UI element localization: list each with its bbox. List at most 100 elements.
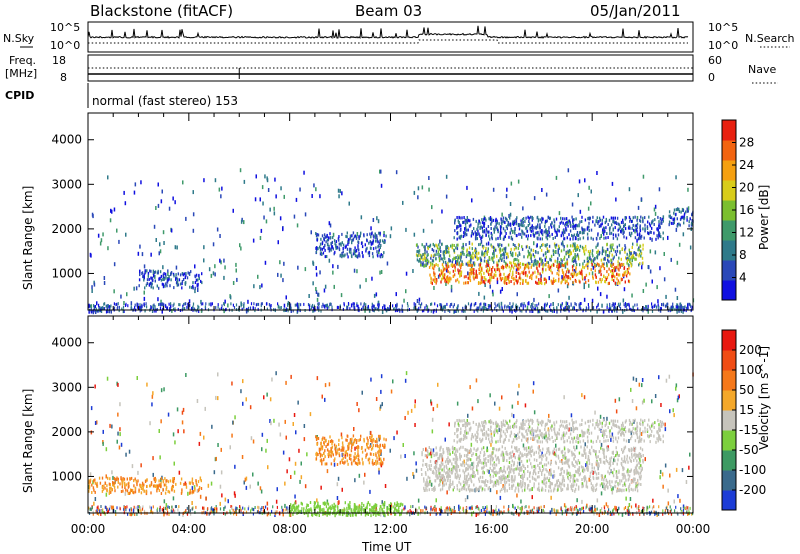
echo-pixel	[491, 258, 494, 262]
echo-pixel	[357, 246, 359, 250]
scatter-point	[261, 447, 263, 452]
echo-pixel	[541, 229, 543, 233]
echo-pixel	[476, 273, 478, 277]
scatter-point	[616, 451, 618, 456]
echo-pixel	[424, 471, 427, 475]
echo-pixel	[434, 276, 436, 279]
echo-pixel	[588, 253, 591, 257]
echo-pixel	[549, 265, 552, 269]
echo-pixel	[612, 243, 614, 247]
echo-pixel	[369, 246, 372, 250]
echo-pixel	[627, 263, 630, 267]
echo-pixel	[545, 228, 547, 232]
echo-pixel	[151, 276, 154, 280]
echo-pixel	[557, 279, 560, 283]
scatter-point	[467, 413, 469, 418]
near-range-point	[636, 506, 638, 510]
near-range-point	[532, 302, 534, 306]
near-range-point	[422, 509, 424, 513]
echo-pixel	[515, 275, 517, 279]
near-range-point	[297, 507, 299, 511]
near-range-point	[421, 302, 423, 306]
scatter-point	[478, 488, 480, 493]
near-range-point	[530, 509, 532, 513]
near-range-point	[387, 512, 389, 516]
near-range-point	[197, 307, 199, 311]
echo-pixel	[563, 248, 565, 252]
echo-pixel	[482, 230, 484, 234]
echo-pixel	[545, 231, 547, 235]
echo-pixel	[579, 271, 582, 275]
scatter-point	[262, 201, 264, 206]
echo-pixel	[636, 222, 639, 226]
scatter-point	[90, 304, 93, 309]
echo-pixel	[556, 231, 558, 235]
echo-pixel	[500, 475, 502, 479]
scatter-point	[380, 270, 383, 274]
echo-pixel	[535, 226, 538, 230]
near-range-point	[336, 306, 338, 310]
echo-pixel	[603, 236, 605, 240]
scatter-point	[249, 405, 252, 410]
near-range-point	[494, 302, 496, 306]
echo-pixel	[573, 224, 575, 228]
near-range-point	[672, 305, 674, 309]
near-range-point	[294, 303, 296, 307]
echo-pixel	[558, 246, 560, 250]
echo-pixel	[538, 280, 540, 284]
echo-pixel	[422, 253, 424, 256]
scatter-point	[642, 508, 645, 513]
echo-pixel	[449, 271, 451, 275]
scatter-point	[393, 436, 395, 441]
near-range-point	[162, 302, 164, 306]
near-range-point	[452, 305, 454, 309]
scatter-point	[621, 512, 624, 517]
echo-pixel	[459, 264, 461, 268]
near-range-point	[250, 302, 253, 306]
echo-pixel	[440, 257, 442, 261]
scatter-point	[596, 498, 599, 503]
echo-pixel	[435, 281, 437, 285]
echo-pixel	[560, 258, 562, 261]
echo-pixel	[459, 216, 461, 220]
echo-pixel	[577, 255, 580, 259]
scatter-point	[628, 231, 631, 236]
scatter-point	[390, 226, 393, 231]
scatter-point	[143, 296, 146, 301]
echo-pixel	[330, 248, 332, 252]
scatter-point	[511, 309, 513, 314]
echo-pixel	[581, 220, 583, 223]
scatter-point	[116, 381, 118, 386]
scatter-point	[175, 265, 178, 270]
echo-pixel	[517, 246, 520, 250]
echo-pixel	[495, 473, 497, 477]
near-range-point	[317, 307, 319, 311]
echo-pixel	[634, 236, 637, 240]
near-range-point	[396, 302, 398, 306]
echo-pixel	[354, 254, 357, 258]
echo-pixel	[601, 222, 603, 226]
scatter-point	[514, 227, 516, 231]
echo-pixel	[146, 282, 148, 285]
echo-pixel	[433, 267, 435, 271]
echo-pixel	[453, 244, 455, 247]
near-range-point	[642, 309, 644, 313]
echo-pixel	[611, 275, 614, 278]
near-range-point	[363, 302, 365, 306]
near-range-point	[358, 510, 360, 514]
near-range-point	[208, 512, 210, 516]
scatter-point	[509, 212, 512, 217]
echo-pixel	[581, 273, 583, 277]
scatter-point	[206, 511, 208, 516]
near-range-point	[552, 302, 554, 306]
echo-pixel	[631, 231, 633, 235]
echo-pixel	[358, 252, 360, 256]
echo-pixel	[647, 232, 650, 235]
echo-pixel	[638, 254, 640, 258]
echo-pixel	[528, 216, 530, 220]
echo-pixel	[495, 463, 498, 467]
echo-pixel	[315, 246, 317, 250]
near-range-point	[625, 304, 627, 308]
echo-pixel	[615, 476, 618, 479]
echo-pixel	[447, 277, 449, 281]
